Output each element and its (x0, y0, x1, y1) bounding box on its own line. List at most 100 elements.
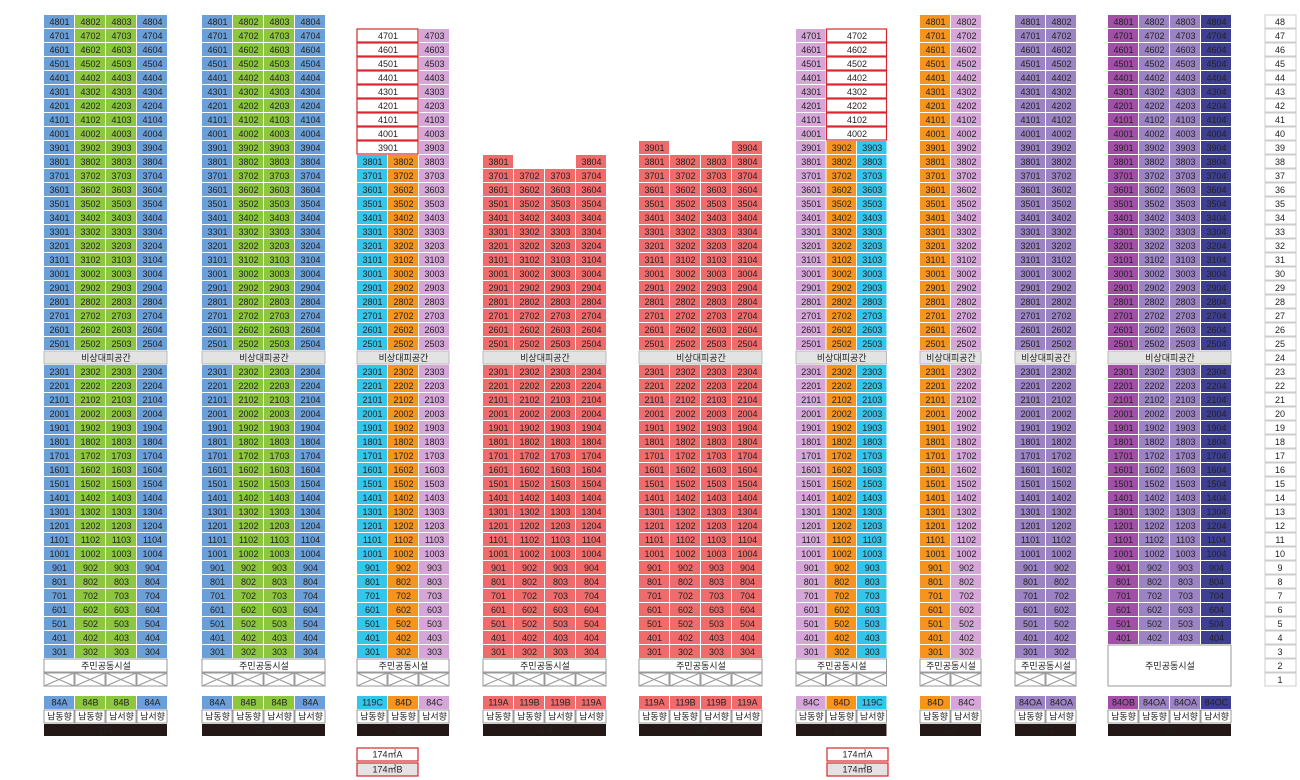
unit (701, 575, 731, 588)
community-space (356, 658, 450, 673)
unit-label: 4002 (80, 129, 100, 139)
unit (1108, 505, 1138, 518)
unit-label: 1401 (488, 493, 508, 503)
unit (1201, 435, 1231, 448)
unit-label: 901 (1116, 563, 1131, 573)
unit (545, 211, 575, 224)
floor-label: 42 (1275, 101, 1285, 111)
unit-label: 2501 (49, 339, 69, 349)
unit (670, 631, 700, 644)
unit (419, 43, 449, 56)
unit (857, 309, 887, 322)
unit-label: 2803 (706, 297, 726, 307)
unit-label: 1204 (737, 521, 757, 531)
direction-label: 남서향 (548, 711, 573, 722)
unit-label: 2503 (862, 339, 882, 349)
unit (75, 99, 105, 112)
type-cell (701, 696, 731, 709)
unit (264, 519, 294, 532)
unit (233, 519, 263, 532)
unit (920, 477, 950, 490)
unit (388, 295, 418, 308)
unit (75, 519, 105, 532)
unit-label: 3202 (675, 241, 695, 251)
unit (1108, 29, 1138, 42)
unit (920, 43, 950, 56)
unit (826, 225, 856, 238)
unit (857, 253, 887, 266)
unit-label: 3302 (393, 227, 413, 237)
building-bar (639, 724, 762, 736)
unit-label: 4402 (847, 73, 867, 83)
unit (576, 407, 606, 420)
extra-box (826, 747, 889, 762)
unit-label: 1403 (424, 493, 444, 503)
unit (1108, 575, 1138, 588)
unit-label: 1601 (1113, 465, 1133, 475)
unit-label: 4101 (49, 115, 69, 125)
unit-label: 601 (1023, 605, 1038, 615)
unit-label: 3503 (550, 199, 570, 209)
unit-label: 1001 (801, 549, 821, 559)
floor-cell (1264, 98, 1297, 113)
unit-label: 2304 (737, 367, 757, 377)
unit (202, 519, 232, 532)
unit-label: 4502 (238, 59, 258, 69)
unit-label: 503 (114, 619, 129, 629)
unit-label: 2302 (1051, 367, 1071, 377)
unit-label: 3504 (581, 199, 601, 209)
unit (357, 645, 387, 658)
unit-label: 2603 (111, 325, 131, 335)
unit (951, 463, 981, 476)
unit-label: 1902 (1051, 423, 1071, 433)
unit-label: 2201 (49, 381, 69, 391)
unit-label: 2101 (801, 395, 821, 405)
unit-label: 2602 (832, 325, 852, 335)
unit-label: 3802 (238, 157, 258, 167)
unit (1046, 561, 1076, 574)
unit-label: 4301 (49, 87, 69, 97)
unit-label: 4704 (142, 31, 162, 41)
unit (576, 267, 606, 280)
unit-label: 604 (584, 605, 599, 615)
direction-label: 남동향 (1018, 711, 1043, 722)
unit-label: 3001 (207, 269, 227, 279)
unit (826, 197, 856, 210)
unit-label: 4402 (238, 73, 258, 83)
unit-label: 3401 (644, 213, 664, 223)
unit-label: 503 (865, 619, 880, 629)
unit (670, 225, 700, 238)
unit-label: 2504 (581, 339, 601, 349)
unit (670, 477, 700, 490)
unit (1015, 71, 1045, 84)
unit (1139, 99, 1169, 112)
unit-label: 3701 (207, 171, 227, 181)
unit-label: 3601 (801, 185, 821, 195)
unit-label: 1802 (519, 437, 539, 447)
unit-label: 1202 (519, 521, 539, 531)
unit-label: 3402 (519, 213, 539, 223)
type-label: 84A (302, 698, 318, 708)
unit-label: 402 (241, 633, 256, 643)
unit (75, 561, 105, 574)
unit-wide (825, 28, 888, 43)
unit (701, 547, 731, 560)
unit-label: 4302 (1144, 87, 1164, 97)
unit (1139, 183, 1169, 196)
unit-label: 1201 (801, 521, 821, 531)
unit-label: 2102 (80, 395, 100, 405)
unit-label: 404 (1209, 633, 1224, 643)
unit-wide (825, 70, 888, 85)
unit (639, 323, 669, 336)
unit (545, 477, 575, 490)
unit-label: 804 (584, 577, 599, 587)
unit-label: 1802 (832, 437, 852, 447)
unit (1170, 113, 1200, 126)
direction-label: 남동향 (47, 711, 72, 722)
unit (483, 323, 513, 336)
unit (951, 575, 981, 588)
unit-label: 4201 (1020, 101, 1040, 111)
unit (1170, 379, 1200, 392)
unit-label: 803 (1178, 577, 1193, 587)
unit-label: 3004 (300, 269, 320, 279)
